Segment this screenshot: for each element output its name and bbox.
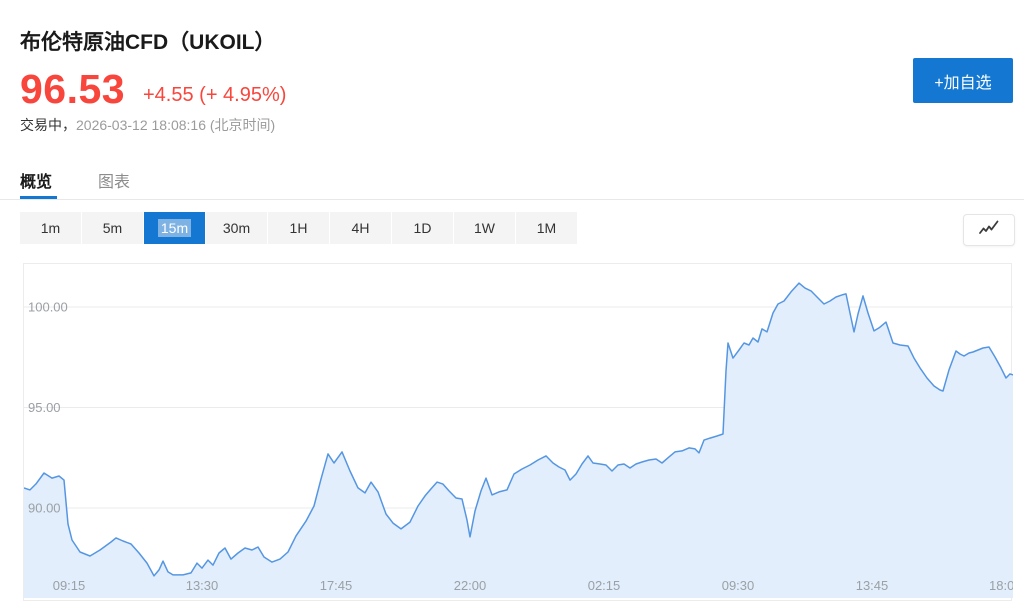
price-change: +4.55 (+ 4.95%) [143,84,287,106]
price-chart[interactable]: 100.00 95.00 90.00 09:15 13:30 17:45 22:00 02:1… [23,263,1013,602]
trading-status-row: 交易中，2026-03-12 18:08:16 (北京时间) [20,115,275,135]
price-chart-canvas[interactable]: 100.00 95.00 90.00 09:15 13:30 17:45 22:00 02:1… [24,264,1013,602]
interval-toolbar: 1m 5m 15m 30m 1H 4H 1D 1W 1M [20,212,578,244]
x-axis-label: 02:15 [588,578,621,593]
interval-button-15m[interactable]: 15m [144,212,205,244]
interval-label: 1W [474,220,495,236]
trading-status: 交易中， [20,117,76,133]
interval-button-1m[interactable]: 1m [20,212,81,244]
timestamp: 2026-03-12 18:08:16 (北京时间) [76,117,276,133]
tab-chart[interactable]: 图表 [98,174,131,191]
interval-label: 15m [157,219,192,237]
interval-button-1M[interactable]: 1M [516,212,577,244]
interval-button-4H[interactable]: 4H [330,212,391,244]
page-title: 布伦特原油CFD（UKOIL） [20,31,276,54]
x-axis-label: 13:30 [186,578,219,593]
trend-line-icon [977,219,1001,242]
active-tab-indicator [20,196,57,199]
interval-button-1D[interactable]: 1D [392,212,453,244]
x-axis-label: 09:15 [53,578,86,593]
interval-label: 4H [351,220,370,236]
interval-label: 1M [536,220,557,236]
y-axis-label: 100.00 [28,300,68,315]
interval-button-5m[interactable]: 5m [82,212,143,244]
interval-label: 1H [289,220,308,236]
tab-overview[interactable]: 概览 [20,174,53,191]
x-axis-label: 17:45 [320,578,353,593]
interval-label: 5m [102,220,123,236]
x-axis-label: 09:30 [722,578,755,593]
x-axis-label: 18:0 [989,578,1013,593]
chart-style-button[interactable] [963,214,1015,246]
add-watchlist-button[interactable]: +加自选 [913,58,1013,103]
interval-button-1H[interactable]: 1H [268,212,329,244]
tab-bar: 概览 图表 [0,160,1024,200]
x-axis-label: 22:00 [454,578,487,593]
interval-label: 30m [222,220,251,236]
price-line [24,282,1013,577]
interval-label: 1m [40,220,61,236]
y-axis-label: 90.00 [28,501,61,516]
interval-label: 1D [413,220,432,236]
last-price: 96.53 [20,66,126,112]
interval-button-1W[interactable]: 1W [454,212,515,244]
y-axis-label: 95.00 [28,400,61,415]
x-axis-label: 13:45 [856,578,889,593]
interval-button-30m[interactable]: 30m [206,212,267,244]
area-series [24,283,1013,598]
